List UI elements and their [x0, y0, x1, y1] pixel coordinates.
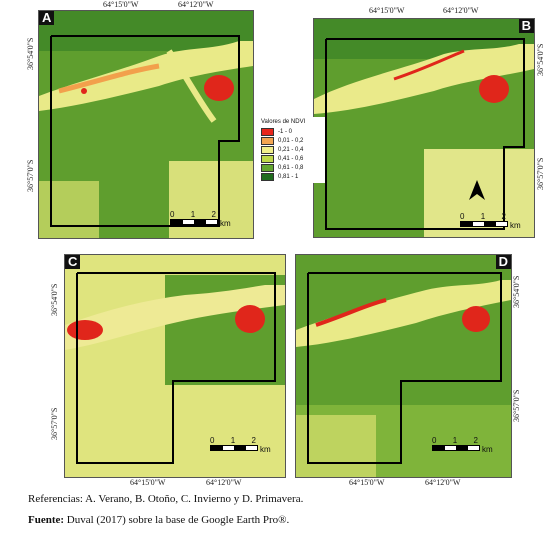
scale-tick: 2	[251, 436, 256, 445]
legend-item-label: -1 - 0	[278, 128, 293, 135]
scale-tick: 1	[190, 210, 196, 219]
legend-item-label: 0,81 - 1	[278, 173, 299, 180]
caption-source: Fuente: Duval (2017) sobre la base de Go…	[28, 514, 289, 526]
scale-tick: 1	[480, 212, 486, 221]
lat-label-a-2: 36°57'0"S	[26, 159, 35, 192]
legend-item: 0,41 - 0,6	[261, 154, 323, 163]
scale-bar-b: 0 1 2 km	[460, 212, 521, 230]
scale-unit: km	[510, 221, 521, 230]
scale-unit: km	[260, 445, 271, 454]
scale-bar-c: 0 1 2 km	[210, 436, 271, 454]
legend-title: Valores de NDVI	[261, 119, 306, 125]
source-label: Fuente:	[28, 514, 65, 526]
legend-item-label: 0,41 - 0,6	[278, 155, 304, 162]
legend-swatch	[261, 154, 274, 163]
legend-item-label: 0,21 - 0,4	[278, 146, 304, 153]
north-arrow-icon	[469, 180, 485, 200]
map-panel-b: B	[313, 18, 535, 238]
scale-tick: 0	[210, 436, 215, 445]
lat-label-c-2: 36°57'0"S	[50, 407, 59, 440]
caption-references: Referencias: A. Verano, B. Otoño, C. Inv…	[28, 493, 304, 505]
scale-tick: 1	[452, 436, 458, 445]
legend-swatch	[261, 163, 274, 172]
legend-item: -1 - 0	[261, 127, 323, 136]
legend-swatch	[261, 136, 274, 145]
source-text: Duval (2017) sobre la base de Google Ear…	[64, 514, 290, 526]
lon-label-a-2: 64°12'0"W	[178, 0, 214, 9]
scale-bar-d: 0 1 2 km	[432, 436, 493, 454]
lat-label-b-2: 36°57'0"S	[536, 157, 545, 190]
ndvi-map-c	[65, 255, 285, 477]
scale-tick: 2	[211, 210, 216, 219]
panel-label-b: B	[518, 19, 534, 33]
lon-label-c-2: 64°12'0"W	[206, 478, 242, 487]
lon-label-a-1: 64°15'0"W	[103, 0, 139, 9]
legend-swatch	[261, 127, 274, 136]
legend-item: 0,01 - 0,2	[261, 136, 323, 145]
scale-tick: 1	[230, 436, 236, 445]
scale-bar-a: 0 1 2 km	[170, 210, 231, 228]
scale-unit: km	[220, 219, 231, 228]
panel-label-d: D	[495, 255, 511, 269]
lat-label-a-1: 36°54'0"S	[26, 37, 35, 70]
legend-item: 0,81 - 1	[261, 172, 323, 181]
legend-item-label: 0,61 - 0,8	[278, 164, 304, 171]
lon-label-d-1: 64°15'0"W	[349, 478, 385, 487]
lat-label-d-1: 36°54'0"S	[512, 275, 521, 308]
legend-item-label: 0,01 - 0,2	[278, 137, 304, 144]
lon-label-b-2: 64°12'0"W	[443, 6, 479, 15]
lat-label-c-1: 36°54'0"S	[50, 283, 59, 316]
legend-swatch	[261, 145, 274, 154]
scale-unit: km	[482, 445, 493, 454]
scale-tick: 2	[501, 212, 506, 221]
lon-label-c-1: 64°15'0"W	[130, 478, 166, 487]
map-panel-c: C	[64, 254, 286, 478]
ndvi-map-a	[39, 11, 253, 238]
ndvi-map-d	[296, 255, 511, 477]
legend-item: 0,21 - 0,4	[261, 145, 323, 154]
scale-tick: 0	[170, 210, 175, 219]
panel-label-a: A	[39, 11, 55, 25]
scale-tick: 0	[432, 436, 437, 445]
map-panel-d: D	[295, 254, 512, 478]
panel-label-c: C	[65, 255, 81, 269]
legend-item: 0,61 - 0,8	[261, 163, 323, 172]
map-panel-a: A	[38, 10, 254, 239]
lon-label-d-2: 64°12'0"W	[425, 478, 461, 487]
lat-label-d-2: 36°57'0"S	[512, 389, 521, 422]
legend-swatch	[261, 172, 274, 181]
lat-label-b-1: 36°54'0"S	[536, 43, 545, 76]
ndvi-legend: Valores de NDVI -1 - 0 0,01 - 0,2 0,21 -…	[259, 117, 325, 183]
scale-tick: 0	[460, 212, 465, 221]
scale-tick: 2	[473, 436, 478, 445]
lon-label-b-1: 64°15'0"W	[369, 6, 405, 15]
ndvi-map-b	[314, 19, 534, 237]
